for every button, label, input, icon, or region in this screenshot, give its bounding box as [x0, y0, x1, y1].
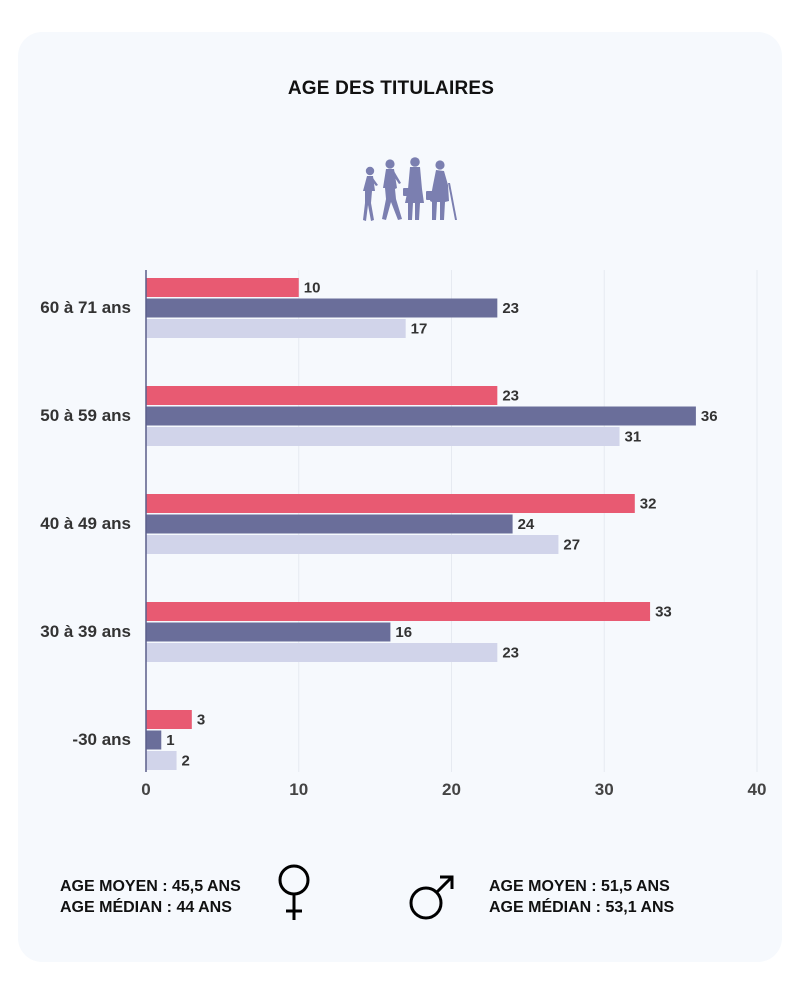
people-walking-icon: [363, 157, 457, 221]
bar: [146, 278, 299, 297]
bar-value-label: 27: [563, 537, 580, 554]
bar: [146, 406, 696, 426]
bar: [146, 319, 406, 338]
x-tick-label: 40: [748, 780, 767, 799]
x-tick-label: 20: [442, 780, 461, 799]
male-median-age: AGE MÉDIAN : 53,1 ANS: [489, 899, 675, 916]
category-label: 40 à 49 ans: [40, 514, 131, 533]
bar-value-label: 17: [411, 321, 428, 338]
x-tick-label: 30: [595, 780, 614, 799]
bar: [146, 298, 498, 318]
bar-value-label: 3: [197, 712, 205, 729]
x-tick-label: 0: [141, 780, 150, 799]
bar-value-label: 33: [655, 604, 672, 621]
bar: [146, 710, 192, 729]
category-label: 30 à 39 ans: [40, 622, 131, 641]
bar-value-label: 2: [182, 753, 190, 770]
bar-value-label: 16: [395, 624, 412, 641]
bar: [146, 622, 391, 642]
female-median-age: AGE MÉDIAN : 44 ANS: [60, 899, 232, 916]
bar-value-label: 32: [640, 496, 657, 513]
bar: [146, 535, 559, 554]
x-tick-label: 10: [289, 780, 308, 799]
bar: [146, 386, 498, 405]
male-stats: AGE MOYEN : 51,5 ANS AGE MÉDIAN : 53,1 A…: [489, 876, 674, 918]
bar-value-label: 36: [701, 408, 718, 425]
category-label: 50 à 59 ans: [40, 406, 131, 425]
bar-value-label: 10: [304, 280, 321, 297]
bar-value-label: 23: [502, 645, 519, 662]
bar-value-label: 1: [166, 732, 174, 749]
female-stats: AGE MOYEN : 45,5 ANS AGE MÉDIAN : 44 ANS: [60, 876, 241, 918]
bar-value-label: 31: [625, 429, 642, 446]
female-symbol-icon: [278, 864, 310, 920]
chart-title: AGE DES TITULAIRES: [287, 78, 495, 99]
category-label: 60 à 71 ans: [40, 298, 131, 317]
bar-value-label: 24: [518, 516, 535, 533]
bar-value-label: 23: [502, 388, 519, 405]
bar: [146, 602, 651, 621]
category-label: -30 ans: [72, 730, 131, 749]
bar: [146, 514, 513, 534]
bar: [146, 643, 498, 662]
male-average-age: AGE MOYEN : 51,5 ANS: [489, 878, 670, 895]
bar-value-label: 23: [502, 300, 519, 317]
bar: [146, 494, 635, 513]
bar: [146, 751, 177, 770]
female-average-age: AGE MOYEN : 45,5 ANS: [60, 878, 241, 895]
male-symbol-icon: [409, 875, 454, 920]
bar: [146, 427, 620, 446]
bar: [146, 730, 162, 750]
